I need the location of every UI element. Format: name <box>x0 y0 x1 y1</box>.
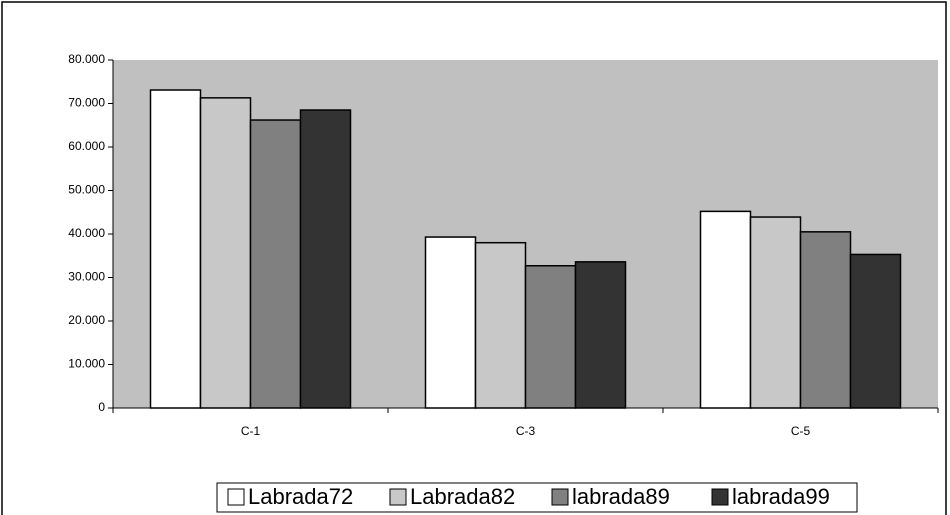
bar <box>749 216 802 409</box>
legend-label: Labrada72 <box>248 484 353 509</box>
y-tick-label: 20.000 <box>68 313 105 327</box>
legend-swatch <box>389 488 407 506</box>
legend-label: Labrada82 <box>410 484 515 509</box>
y-tick-label: 70.000 <box>68 96 105 110</box>
bar <box>574 261 627 409</box>
legend-swatch <box>551 488 569 506</box>
y-tick-label: 50.000 <box>68 183 105 197</box>
y-tick-label: 80.000 <box>68 52 105 66</box>
bar <box>799 231 852 409</box>
y-tick-label: 30.000 <box>68 270 105 284</box>
bar <box>474 241 527 409</box>
x-tick-label: C-5 <box>791 424 811 438</box>
bar <box>849 253 902 409</box>
bar <box>149 89 202 409</box>
bar <box>199 97 252 409</box>
legend-swatch <box>227 488 245 506</box>
legend-box <box>216 482 858 513</box>
bar <box>524 265 577 409</box>
x-tick-label: C-3 <box>516 424 536 438</box>
bar <box>424 236 477 409</box>
bar <box>299 109 352 409</box>
bar <box>249 119 302 409</box>
x-tick-label: C-1 <box>241 424 261 438</box>
y-tick-label: 40.000 <box>68 226 105 240</box>
bar <box>699 210 752 409</box>
legend-label: labrada89 <box>572 484 670 509</box>
legend-swatch <box>711 488 729 506</box>
y-tick-label: 60.000 <box>68 139 105 153</box>
y-tick-label: 10.000 <box>68 357 105 371</box>
legend-label: labrada99 <box>732 484 830 509</box>
y-tick-label: 0 <box>98 400 105 414</box>
